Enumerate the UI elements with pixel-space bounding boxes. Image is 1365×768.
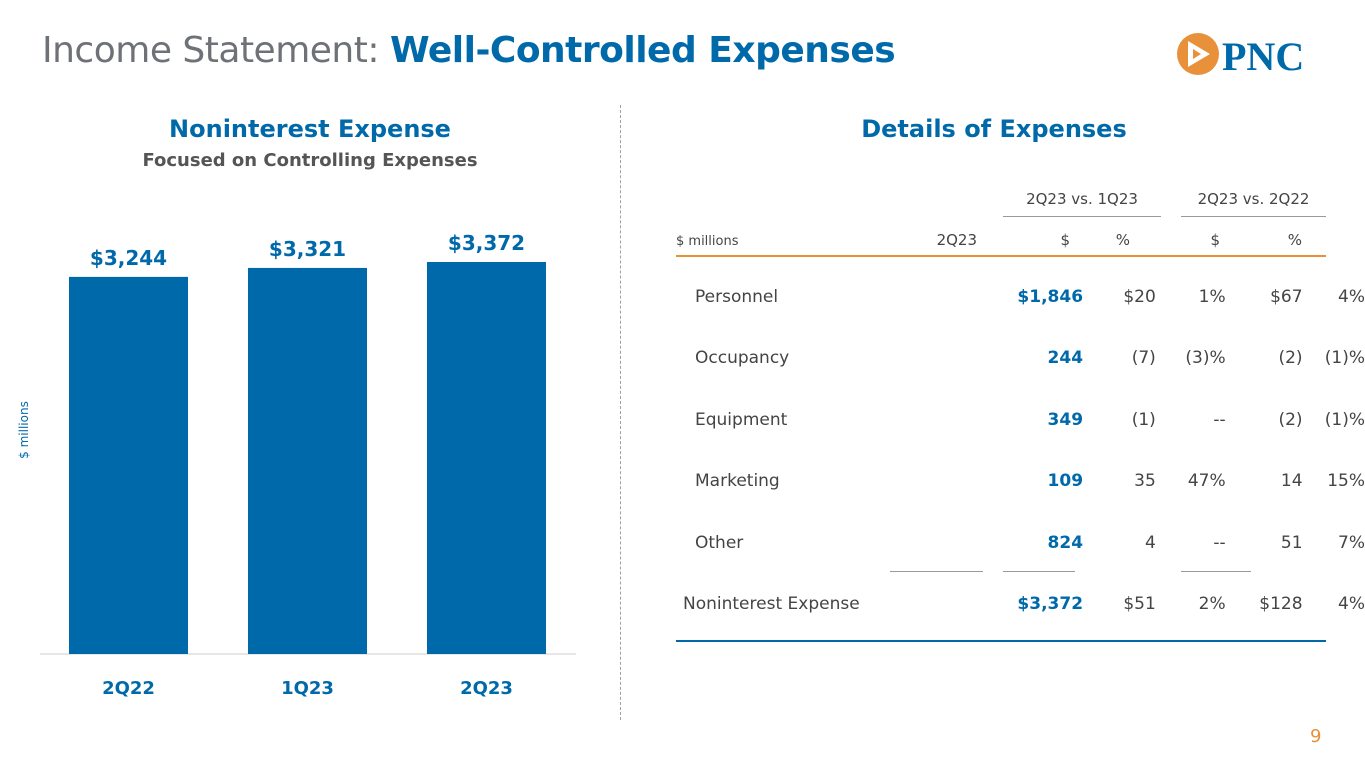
title-light: Income Statement: — [42, 30, 379, 71]
pnc-logo: PNC — [1177, 33, 1304, 78]
row-label: Other — [695, 532, 744, 553]
change-dollar-1q23: (7) — [1131, 348, 1156, 369]
change-pct-2q22: 15% — [1327, 471, 1365, 492]
col-header-pct-2: % — [1287, 231, 1302, 249]
change-pct-2q22: 7% — [1338, 532, 1365, 553]
table-row: Occupancy 244 (7) (3)% (2) (1)% — [676, 328, 1365, 390]
chart-subtitle: Focused on Controlling Expenses — [142, 150, 478, 171]
bar-2Q22 — [69, 276, 188, 654]
pnc-logo-icon — [1177, 33, 1219, 75]
change-dollar-2q22: $128 — [1259, 594, 1303, 615]
change-dollar-1q23: 35 — [1134, 471, 1156, 492]
value-2q23: 244 — [1047, 348, 1084, 369]
value-2q23: $1,846 — [1017, 286, 1084, 307]
row-label: Marketing — [695, 471, 780, 492]
change-dollar-2q22: $67 — [1270, 286, 1303, 307]
table-row: Other 824 4 -- 51 7% — [676, 512, 1365, 574]
subtotal-rule-dollar-1 — [1003, 571, 1075, 572]
value-2q23: 824 — [1047, 532, 1084, 553]
change-dollar-1q23: $51 — [1123, 594, 1156, 615]
change-dollar-1q23: 4 — [1144, 532, 1156, 553]
change-dollar-2q22: (2) — [1278, 348, 1303, 369]
row-label: Noninterest Expense — [683, 594, 860, 615]
page-title: Income Statement: Well-Controlled Expens… — [42, 30, 896, 71]
change-pct-1q23: 2% — [1198, 594, 1226, 615]
change-dollar-1q23: (1) — [1131, 409, 1156, 430]
subtotal-rule-2q23 — [890, 571, 983, 572]
change-pct-2q22: (1)% — [1324, 409, 1365, 430]
change-pct-1q23: -- — [1213, 409, 1226, 430]
change-pct-1q23: 1% — [1198, 286, 1226, 307]
change-dollar-2q22: 14 — [1280, 471, 1303, 492]
value-2q23: $3,372 — [1017, 594, 1084, 615]
col-header-pct-1: % — [1115, 231, 1130, 249]
table-row: Personnel $1,846 $20 1% $67 4% — [676, 266, 1365, 328]
value-2q23: 109 — [1047, 471, 1084, 492]
group-header-vs-1q23: 2Q23 vs. 1Q23 — [1026, 190, 1138, 208]
header-rule — [676, 255, 1326, 257]
subtotal-rule-dollar-2 — [1181, 571, 1251, 572]
col-header-dollar-1: $ — [1060, 231, 1070, 249]
change-pct-1q23: 47% — [1187, 471, 1226, 492]
x-tick-label-1Q23: 1Q23 — [281, 678, 334, 699]
page-number: 9 — [1310, 726, 1322, 747]
row-label: Occupancy — [695, 348, 790, 369]
table-row: Equipment 349 (1) -- (2) (1)% — [676, 389, 1365, 451]
table-bottom-rule — [676, 640, 1326, 642]
section-divider — [620, 105, 621, 720]
col-header-2q23: 2Q23 — [936, 231, 977, 249]
table-row-total: Noninterest Expense $3,372 $51 2% $128 4… — [676, 574, 1365, 636]
data-label-2Q23: $3,372 — [448, 231, 525, 255]
logo-text: PNC — [1222, 34, 1304, 78]
group-header-vs-2q22: 2Q23 vs. 2Q22 — [1197, 190, 1310, 208]
col-header-dollar-2: $ — [1210, 231, 1220, 249]
group-rule-2 — [1181, 216, 1326, 217]
bar-2Q23 — [427, 262, 546, 654]
bar-1Q23 — [248, 267, 367, 654]
expense-table: Personnel $1,846 $20 1% $67 4% Occupancy… — [676, 266, 1365, 635]
table-title: Details of Expenses — [861, 115, 1127, 143]
value-2q23: 349 — [1047, 409, 1084, 430]
title-bold: Well-Controlled Expenses — [389, 30, 896, 71]
units-label: $ millions — [676, 234, 739, 249]
row-label: Equipment — [695, 409, 788, 430]
change-pct-2q22: 4% — [1338, 594, 1365, 615]
bar-chart: $3,244 2Q22 $3,321 1Q23 $3,372 2Q23 — [40, 231, 576, 699]
change-pct-1q23: -- — [1213, 532, 1226, 553]
change-pct-2q22: (1)% — [1324, 348, 1365, 369]
group-rule-1 — [1003, 216, 1161, 217]
data-label-2Q22: $3,244 — [90, 246, 167, 270]
change-dollar-2q22: 51 — [1280, 532, 1303, 553]
x-tick-label-2Q23: 2Q23 — [460, 678, 513, 699]
x-tick-label-2Q22: 2Q22 — [102, 678, 155, 699]
change-dollar-2q22: (2) — [1278, 409, 1303, 430]
change-dollar-1q23: $20 — [1123, 286, 1156, 307]
change-pct-2q22: 4% — [1338, 286, 1365, 307]
change-pct-1q23: (3)% — [1185, 348, 1226, 369]
chart-title: Noninterest Expense — [169, 115, 451, 143]
table-row: Marketing 109 35 47% 14 15% — [676, 451, 1365, 513]
data-label-1Q23: $3,321 — [269, 237, 346, 261]
row-label: Personnel — [695, 286, 779, 307]
